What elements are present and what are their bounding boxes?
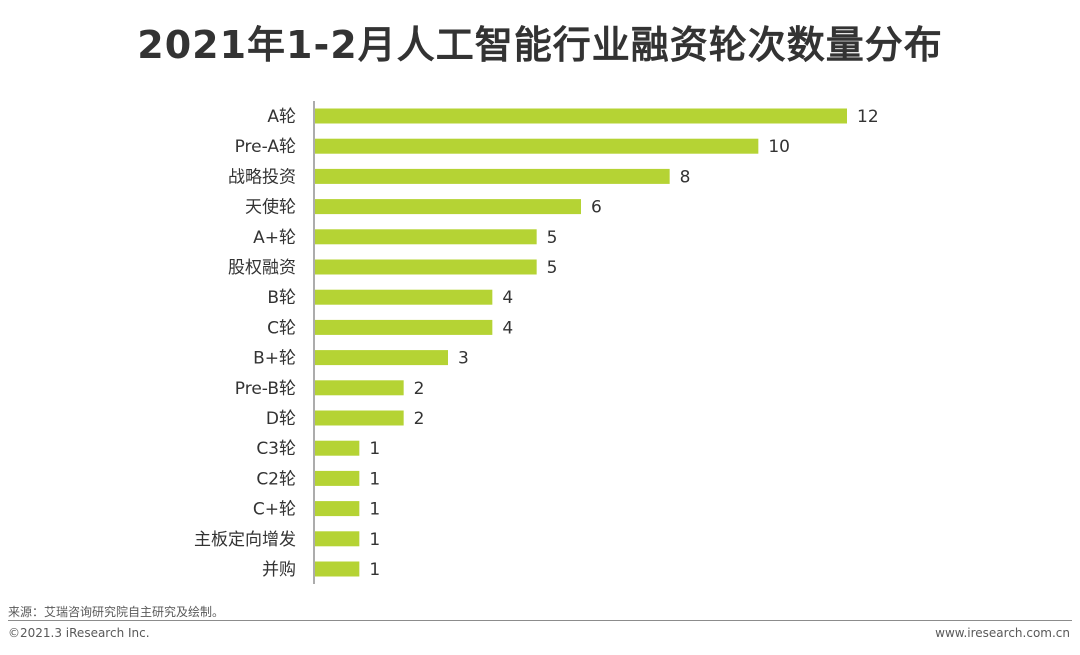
- category-label: C2轮: [256, 469, 296, 489]
- bar: [315, 259, 537, 275]
- bar: [315, 350, 448, 366]
- chart-title: 2021年1-2月人工智能行业融资轮次数量分布: [137, 23, 943, 67]
- website-link: www.iresearch.com.cn: [935, 626, 1070, 640]
- value-label: 8: [680, 167, 691, 187]
- value-label: 6: [591, 198, 602, 218]
- value-label: 4: [502, 288, 513, 308]
- category-label: 天使轮: [245, 197, 296, 218]
- bar: [315, 501, 360, 517]
- category-label: B轮: [267, 288, 296, 308]
- category-label: 并购: [262, 560, 296, 580]
- value-label: 1: [369, 560, 380, 580]
- bar: [315, 168, 670, 184]
- category-label: 战略投资: [228, 167, 296, 187]
- category-label: Pre-B轮: [235, 379, 296, 399]
- category-label: A+轮: [253, 228, 296, 248]
- value-label: 10: [768, 137, 790, 157]
- value-label: 1: [369, 469, 380, 489]
- bar: [315, 108, 847, 124]
- bar: [315, 470, 360, 486]
- bar: [315, 289, 493, 305]
- category-label: Pre-A轮: [235, 137, 296, 157]
- value-label: 12: [857, 107, 879, 127]
- value-label: 2: [414, 409, 425, 429]
- bar: [315, 561, 360, 577]
- category-label: C轮: [267, 318, 296, 338]
- footer-divider: [8, 620, 1072, 621]
- bar: [315, 199, 581, 215]
- category-label: 主板定向增发: [194, 530, 296, 550]
- value-label: 2: [414, 379, 425, 399]
- value-label: 1: [369, 439, 380, 459]
- value-label: 4: [502, 318, 513, 338]
- category-label: D轮: [266, 409, 296, 429]
- bar: [315, 138, 759, 154]
- source-note: 来源：艾瑞咨询研究院自主研究及绘制。: [8, 605, 225, 619]
- bar: [315, 229, 537, 245]
- bar: [315, 319, 493, 335]
- bar: [315, 380, 404, 396]
- category-label: C3轮: [256, 439, 296, 459]
- bar: [315, 440, 360, 456]
- value-label: 1: [369, 530, 380, 550]
- value-label: 5: [547, 228, 558, 248]
- category-label: 股权融资: [228, 258, 296, 278]
- value-label: 5: [547, 258, 558, 278]
- category-label: A轮: [267, 107, 296, 127]
- category-label: B+轮: [253, 349, 296, 369]
- value-label: 3: [458, 349, 469, 369]
- category-label: C+轮: [253, 500, 296, 520]
- bar: [315, 531, 360, 547]
- copyright-text: ©2021.3 iResearch Inc.: [8, 626, 150, 640]
- value-label: 1: [369, 500, 380, 520]
- bar: [315, 410, 404, 426]
